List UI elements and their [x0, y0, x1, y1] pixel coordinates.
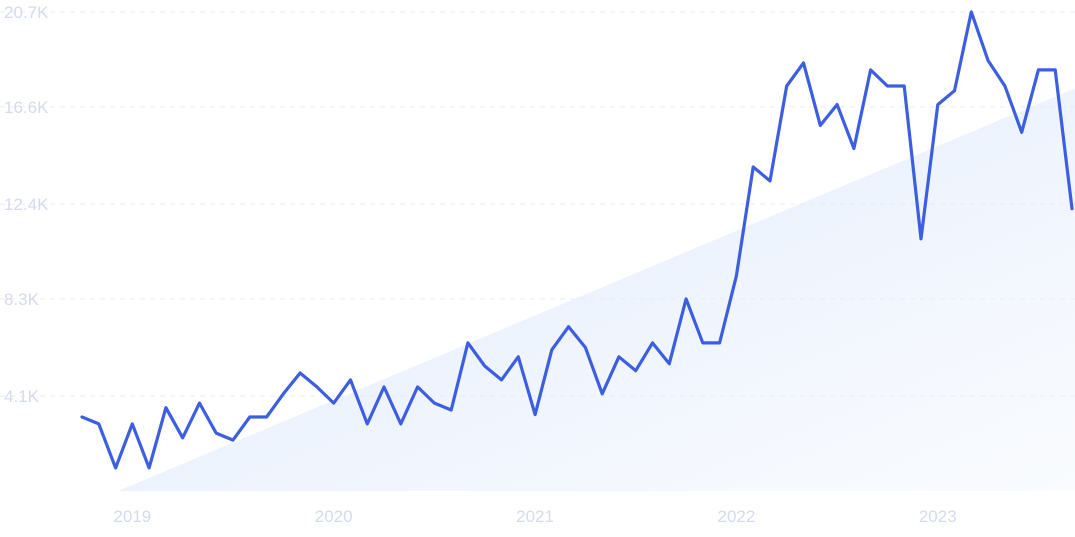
x-axis-ticks: 2019 2020 2021 2022 2023 — [113, 507, 956, 526]
x-tick-label: 2023 — [919, 507, 957, 526]
y-tick-label: 12.4K — [4, 195, 49, 214]
y-tick-label: 20.7K — [4, 3, 49, 22]
series-lines — [80, 10, 1074, 470]
series-line-0 — [80, 10, 1074, 470]
y-tick-label: 8.3K — [4, 290, 40, 309]
y-tick-label: 4.1K — [4, 387, 40, 406]
x-tick-label: 2020 — [315, 507, 353, 526]
y-axis-ticks: 4.1K 8.3K 12.4K 16.6K 20.7K — [4, 3, 49, 406]
x-tick-label: 2019 — [113, 507, 151, 526]
x-tick-label: 2021 — [516, 507, 554, 526]
background-area — [118, 88, 1075, 492]
x-tick-label: 2022 — [717, 507, 755, 526]
background-area-shape — [118, 88, 1075, 492]
y-tick-label: 16.6K — [4, 98, 49, 117]
